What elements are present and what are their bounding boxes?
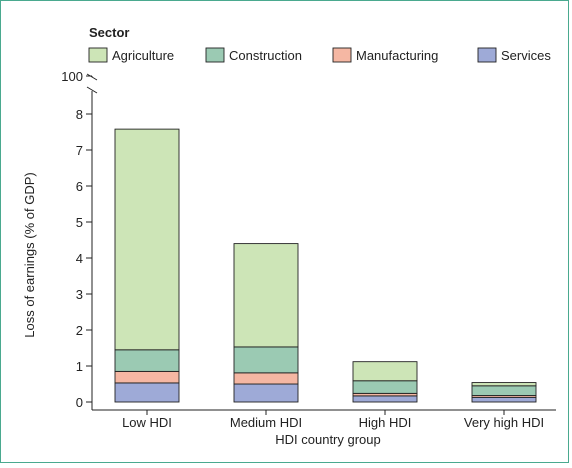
- bar-high-hdi-agriculture: [352, 361, 418, 382]
- bar-medium-hdi-services: [233, 383, 299, 403]
- legend-swatch-construction: [205, 47, 225, 63]
- bar-high-hdi-services: [352, 395, 418, 403]
- bar-medium-hdi-construction: [233, 346, 299, 374]
- y-tick-label: 0: [76, 395, 83, 410]
- x-axis-label: HDI country group: [275, 432, 381, 447]
- legend-swatch-agriculture: [88, 47, 108, 63]
- y-tick-label-break: 100: [61, 69, 83, 84]
- y-tick-label: 1: [76, 359, 83, 374]
- y-tick-label: 3: [76, 287, 83, 302]
- x-tick-label: Medium HDI: [230, 415, 302, 430]
- x-axis-ticks: Low HDI Medium HDI High HDI Very high HDI: [122, 410, 544, 430]
- bar-low-hdi-services: [114, 382, 180, 403]
- x-tick-label: Low HDI: [122, 415, 172, 430]
- bar-very-high-hdi-agriculture: [471, 382, 537, 387]
- legend-label-services: Services: [501, 48, 551, 63]
- y-tick-label: 7: [76, 143, 83, 158]
- bars: [114, 128, 537, 403]
- legend-label-construction: Construction: [229, 48, 302, 63]
- legend-title: Sector: [89, 25, 129, 40]
- bar-low-hdi-construction: [114, 349, 180, 372]
- y-tick-label: 4: [76, 251, 83, 266]
- legend: Agriculture Construction Manufacturing Serv…: [88, 47, 551, 63]
- legend-swatch-services: [477, 47, 497, 63]
- y-tick-label: 2: [76, 323, 83, 338]
- bar-low-hdi-manufacturing: [114, 370, 180, 384]
- legend-label-manufacturing: Manufacturing: [356, 48, 438, 63]
- bar-medium-hdi-agriculture: [233, 243, 299, 348]
- x-tick-label: High HDI: [359, 415, 412, 430]
- y-tick-label: 8: [76, 107, 83, 122]
- bar-very-high-hdi-construction: [471, 385, 537, 396]
- bar-medium-hdi-manufacturing: [233, 372, 299, 385]
- legend-swatch-manufacturing: [332, 47, 352, 63]
- bar-low-hdi-agriculture: [114, 128, 180, 351]
- y-tick-label: 5: [76, 215, 83, 230]
- x-tick-label: Very high HDI: [464, 415, 544, 430]
- axis-break-line: [86, 86, 98, 94]
- legend-label-agriculture: Agriculture: [112, 48, 174, 63]
- y-axis-label: Loss of earnings (% of GDP): [22, 172, 37, 337]
- y-axis-ticks: 0 1 2 3 4 5 6 7 8: [76, 107, 92, 410]
- bar-very-high-hdi-services: [471, 396, 537, 403]
- y-tick-label: 6: [76, 179, 83, 194]
- bar-high-hdi-construction: [352, 380, 418, 394]
